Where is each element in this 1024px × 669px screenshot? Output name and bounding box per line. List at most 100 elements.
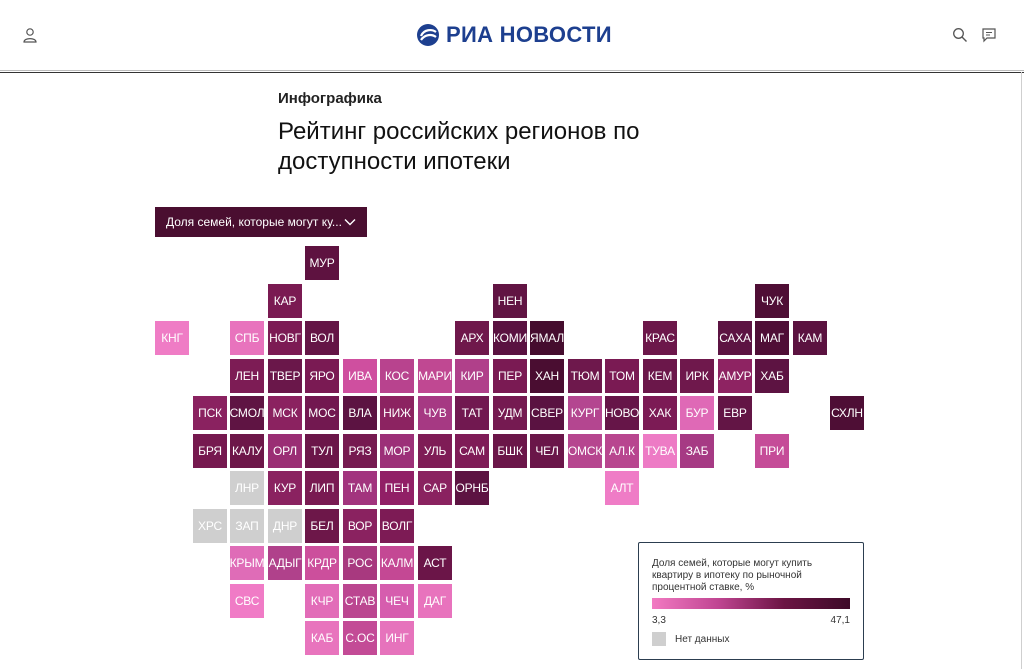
region-tile[interactable]: КАЛМ: [380, 546, 414, 580]
region-tile[interactable]: МАГ: [755, 321, 789, 355]
region-tile[interactable]: РОС: [343, 546, 377, 580]
region-tile[interactable]: ЯМАЛ: [530, 321, 564, 355]
site-logo[interactable]: РИА НОВОСТИ: [416, 22, 612, 48]
region-tile[interactable]: ИРК: [680, 359, 714, 393]
region-tile[interactable]: САХА: [718, 321, 752, 355]
region-tile[interactable]: КАЛУ: [230, 434, 264, 468]
region-tile[interactable]: УДМ: [493, 396, 527, 430]
region-tile[interactable]: АЛТ: [605, 471, 639, 505]
region-tile[interactable]: ТУВА: [643, 434, 677, 468]
region-tile[interactable]: ХАБ: [755, 359, 789, 393]
region-tile[interactable]: КАР: [268, 284, 302, 318]
region-tile[interactable]: ЧУВ: [418, 396, 452, 430]
region-tile[interactable]: ПЕН: [380, 471, 414, 505]
region-tile[interactable]: БШК: [493, 434, 527, 468]
region-tile[interactable]: ТЮМ: [568, 359, 602, 393]
region-tile[interactable]: СПБ: [230, 321, 264, 355]
region-tile[interactable]: ЧУК: [755, 284, 789, 318]
header-divider-dark: [0, 72, 1024, 73]
legend-max-value: 47,1: [830, 615, 850, 626]
region-tile[interactable]: МОР: [380, 434, 414, 468]
region-tile[interactable]: КОС: [380, 359, 414, 393]
region-tile[interactable]: ТУЛ: [305, 434, 339, 468]
region-tile[interactable]: ВОЛ: [305, 321, 339, 355]
region-tile[interactable]: ХАН: [530, 359, 564, 393]
region-tile[interactable]: ЛНР: [230, 471, 264, 505]
region-tile[interactable]: КНГ: [155, 321, 189, 355]
user-icon[interactable]: [22, 27, 38, 43]
metric-dropdown[interactable]: Доля семей, которые могут ку...: [155, 207, 367, 237]
region-tile[interactable]: МСК: [268, 396, 302, 430]
region-tile[interactable]: ЗАП: [230, 509, 264, 543]
region-tile[interactable]: ИНГ: [380, 621, 414, 655]
region-tile[interactable]: СВЕР: [530, 396, 564, 430]
region-tile[interactable]: МОС: [305, 396, 339, 430]
region-tile[interactable]: ЛЕН: [230, 359, 264, 393]
region-tile[interactable]: ХАК: [643, 396, 677, 430]
region-tile[interactable]: ЛИП: [305, 471, 339, 505]
region-tile[interactable]: КАБ: [305, 621, 339, 655]
ria-logo-icon: [417, 24, 439, 46]
region-tile[interactable]: НЕН: [493, 284, 527, 318]
region-tile[interactable]: КРАС: [643, 321, 677, 355]
region-tile[interactable]: САР: [418, 471, 452, 505]
region-tile[interactable]: МАРИ: [418, 359, 452, 393]
region-tile[interactable]: ТАТ: [455, 396, 489, 430]
region-tile[interactable]: КРДР: [305, 546, 339, 580]
region-tile[interactable]: АЛ.К: [605, 434, 639, 468]
region-tile[interactable]: КУРГ: [568, 396, 602, 430]
region-tile[interactable]: ЧЕЧ: [380, 584, 414, 618]
region-tile[interactable]: КАМ: [793, 321, 827, 355]
region-tile[interactable]: ВЛА: [343, 396, 377, 430]
region-tile[interactable]: САМ: [455, 434, 489, 468]
region-tile[interactable]: ОРНБ: [455, 471, 489, 505]
region-tile[interactable]: АСТ: [418, 546, 452, 580]
region-tile[interactable]: УЛЬ: [418, 434, 452, 468]
region-tile[interactable]: КУР: [268, 471, 302, 505]
region-tile[interactable]: КОМИ: [493, 321, 527, 355]
region-tile[interactable]: КЕМ: [643, 359, 677, 393]
region-tile[interactable]: БЕЛ: [305, 509, 339, 543]
legend-no-data-label: Нет данных: [675, 634, 730, 645]
region-tile[interactable]: НИЖ: [380, 396, 414, 430]
search-icon[interactable]: [952, 27, 968, 43]
region-tile[interactable]: РЯЗ: [343, 434, 377, 468]
region-tile[interactable]: ИВА: [343, 359, 377, 393]
region-tile[interactable]: ЕВР: [718, 396, 752, 430]
region-tile[interactable]: НОВО: [605, 396, 639, 430]
region-tile[interactable]: АДЫГ: [268, 546, 302, 580]
header-divider: [0, 70, 1024, 71]
region-tile[interactable]: АРХ: [455, 321, 489, 355]
region-tile[interactable]: ТОМ: [605, 359, 639, 393]
region-tile[interactable]: ТАМ: [343, 471, 377, 505]
region-tile[interactable]: С.ОС: [343, 621, 377, 655]
region-tile[interactable]: ЧЕЛ: [530, 434, 564, 468]
region-tile[interactable]: ВОЛГ: [380, 509, 414, 543]
region-tile[interactable]: КЧР: [305, 584, 339, 618]
region-tile[interactable]: ТВЕР: [268, 359, 302, 393]
region-tile[interactable]: СВС: [230, 584, 264, 618]
region-tile[interactable]: БУР: [680, 396, 714, 430]
region-tile[interactable]: СХЛН: [830, 396, 864, 430]
region-tile[interactable]: СТАВ: [343, 584, 377, 618]
region-tile[interactable]: ВОР: [343, 509, 377, 543]
region-tile[interactable]: ОМСК: [568, 434, 602, 468]
region-tile[interactable]: ДАГ: [418, 584, 452, 618]
article-category[interactable]: Инфографика: [278, 90, 382, 107]
region-tile[interactable]: ЯРО: [305, 359, 339, 393]
region-tile[interactable]: МУР: [305, 246, 339, 280]
region-tile[interactable]: ПЕР: [493, 359, 527, 393]
region-tile[interactable]: ХРС: [193, 509, 227, 543]
region-tile[interactable]: ПСК: [193, 396, 227, 430]
region-tile[interactable]: ДНР: [268, 509, 302, 543]
region-tile[interactable]: СМОЛ: [230, 396, 264, 430]
region-tile[interactable]: КИР: [455, 359, 489, 393]
comments-icon[interactable]: [981, 27, 997, 43]
region-tile[interactable]: ЗАБ: [680, 434, 714, 468]
region-tile[interactable]: ПРИ: [755, 434, 789, 468]
region-tile[interactable]: БРЯ: [193, 434, 227, 468]
region-tile[interactable]: ОРЛ: [268, 434, 302, 468]
region-tile[interactable]: АМУР: [718, 359, 752, 393]
region-tile[interactable]: НОВГ: [268, 321, 302, 355]
region-tile[interactable]: КРЫМ: [230, 546, 264, 580]
